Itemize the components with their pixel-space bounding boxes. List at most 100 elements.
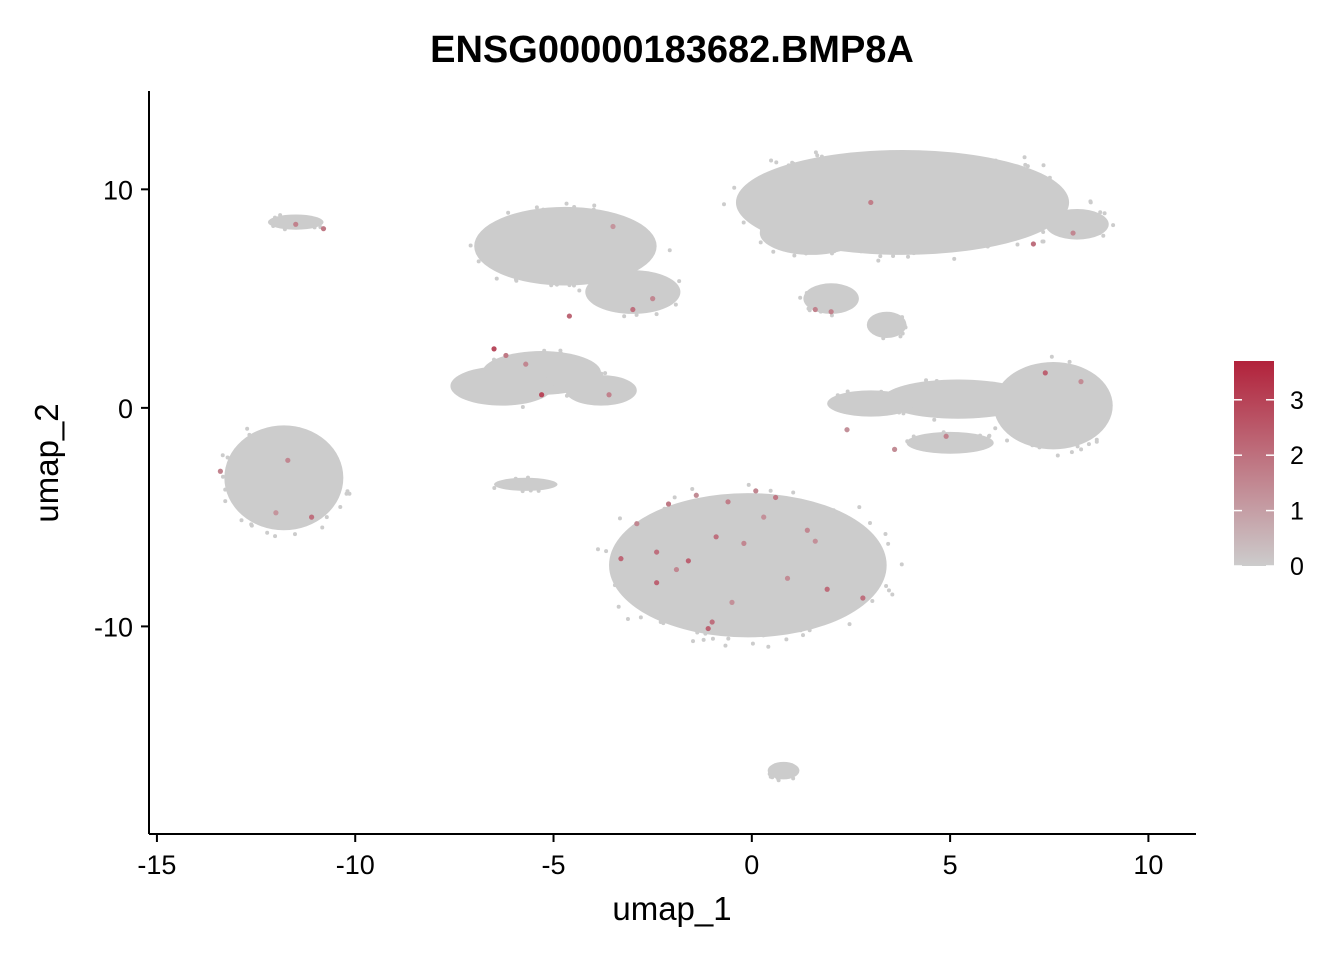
cell-point (658, 609, 663, 614)
cell-point (721, 629, 726, 634)
cell-point (1046, 222, 1051, 227)
expressing-cell-point (673, 566, 680, 573)
cell-point (631, 388, 636, 393)
cell-point (599, 371, 604, 376)
expressing-cell-point (753, 488, 759, 494)
cluster-body (906, 431, 994, 454)
cell-point (525, 475, 530, 480)
cell-point (987, 160, 992, 165)
cell-point (513, 277, 518, 282)
cell-point (1005, 438, 1010, 443)
cell-point (477, 239, 482, 244)
cell-point (965, 246, 970, 251)
cell-point (745, 494, 750, 499)
cluster-16 (798, 283, 859, 318)
cell-point (900, 315, 905, 320)
cell-point (564, 201, 569, 206)
cell-point (798, 295, 803, 300)
cell-point (875, 582, 880, 587)
cluster-19 (767, 761, 800, 783)
expressing-cell-point (693, 492, 699, 498)
expressing-cell-point (1042, 370, 1048, 376)
expressing-cell-point (812, 538, 818, 544)
expressing-cell-point (709, 619, 715, 625)
cell-point (559, 351, 564, 356)
color-scale-bar (1234, 361, 1274, 566)
cluster-body (993, 361, 1113, 450)
expressing-cell-point (868, 199, 874, 206)
cell-point (1086, 442, 1091, 447)
cell-point (691, 639, 696, 644)
cell-point (952, 256, 957, 261)
cell-point (851, 245, 856, 250)
cell-point (829, 313, 834, 318)
cell-point (804, 210, 809, 215)
cell-point (831, 508, 836, 513)
cell-point (807, 502, 812, 507)
cell-point (520, 489, 525, 494)
cell-point (732, 185, 737, 190)
expressing-cell-point (320, 226, 327, 232)
cell-point (905, 439, 910, 444)
expressing-cell-point (828, 309, 834, 315)
expressing-cell-point (784, 575, 791, 581)
cell-point (886, 541, 891, 546)
cell-point (987, 433, 992, 438)
cluster-body (759, 211, 863, 255)
cell-point (769, 158, 774, 163)
cell-point (878, 254, 883, 259)
cell-point (347, 491, 352, 496)
cluster-3 (1045, 209, 1116, 240)
legend-tick-label: 0 (1290, 553, 1304, 581)
y-tick-label: 10 (103, 175, 133, 205)
cell-point (324, 515, 329, 520)
cell-point (1041, 239, 1046, 244)
x-tick-label: 0 (744, 850, 759, 880)
cell-point (722, 202, 727, 207)
cell-point (886, 588, 891, 593)
y-axis-ticks: -10 0 10 (94, 175, 149, 642)
cell-point (595, 547, 600, 552)
cell-point (877, 566, 882, 571)
cell-point (911, 251, 916, 256)
cell-point (220, 474, 225, 479)
cell-point (1015, 242, 1020, 247)
cell-point (1060, 197, 1065, 202)
cell-point (674, 285, 679, 290)
cell-point (658, 619, 663, 624)
cell-point (881, 336, 886, 341)
cell-point (1069, 450, 1074, 455)
cell-point (533, 365, 538, 370)
cell-point (876, 258, 881, 263)
cell-point (220, 453, 225, 458)
expressing-cell-point (285, 457, 291, 463)
cell-point (494, 276, 499, 281)
x-axis-ticks: -15 -10 -5 0 5 10 (137, 834, 1163, 880)
cell-point (549, 283, 554, 288)
cell-point (604, 549, 609, 554)
cell-point (1067, 359, 1072, 364)
expressing-cell-point (741, 540, 747, 546)
cell-point (534, 205, 539, 210)
expressing-cell-point (273, 510, 279, 516)
cell-point (758, 240, 763, 245)
cell-point (638, 615, 643, 620)
cell-point (823, 209, 828, 214)
cluster-5 (585, 270, 682, 319)
cell-point (813, 150, 818, 155)
cell-point (492, 486, 497, 491)
cell-point (832, 611, 837, 616)
cell-point (864, 530, 869, 535)
expressing-cell-point (844, 427, 850, 433)
cell-point (536, 488, 541, 493)
expressing-cell-point (539, 392, 545, 398)
cell-point (673, 302, 678, 307)
expressing-cell-point (654, 549, 660, 555)
cluster-body (803, 283, 859, 314)
x-tick-label: -5 (542, 850, 566, 880)
cell-point (828, 616, 833, 621)
cell-point (901, 411, 906, 416)
cluster-body (224, 425, 344, 531)
cell-point (866, 227, 871, 232)
cell-point (344, 491, 349, 496)
